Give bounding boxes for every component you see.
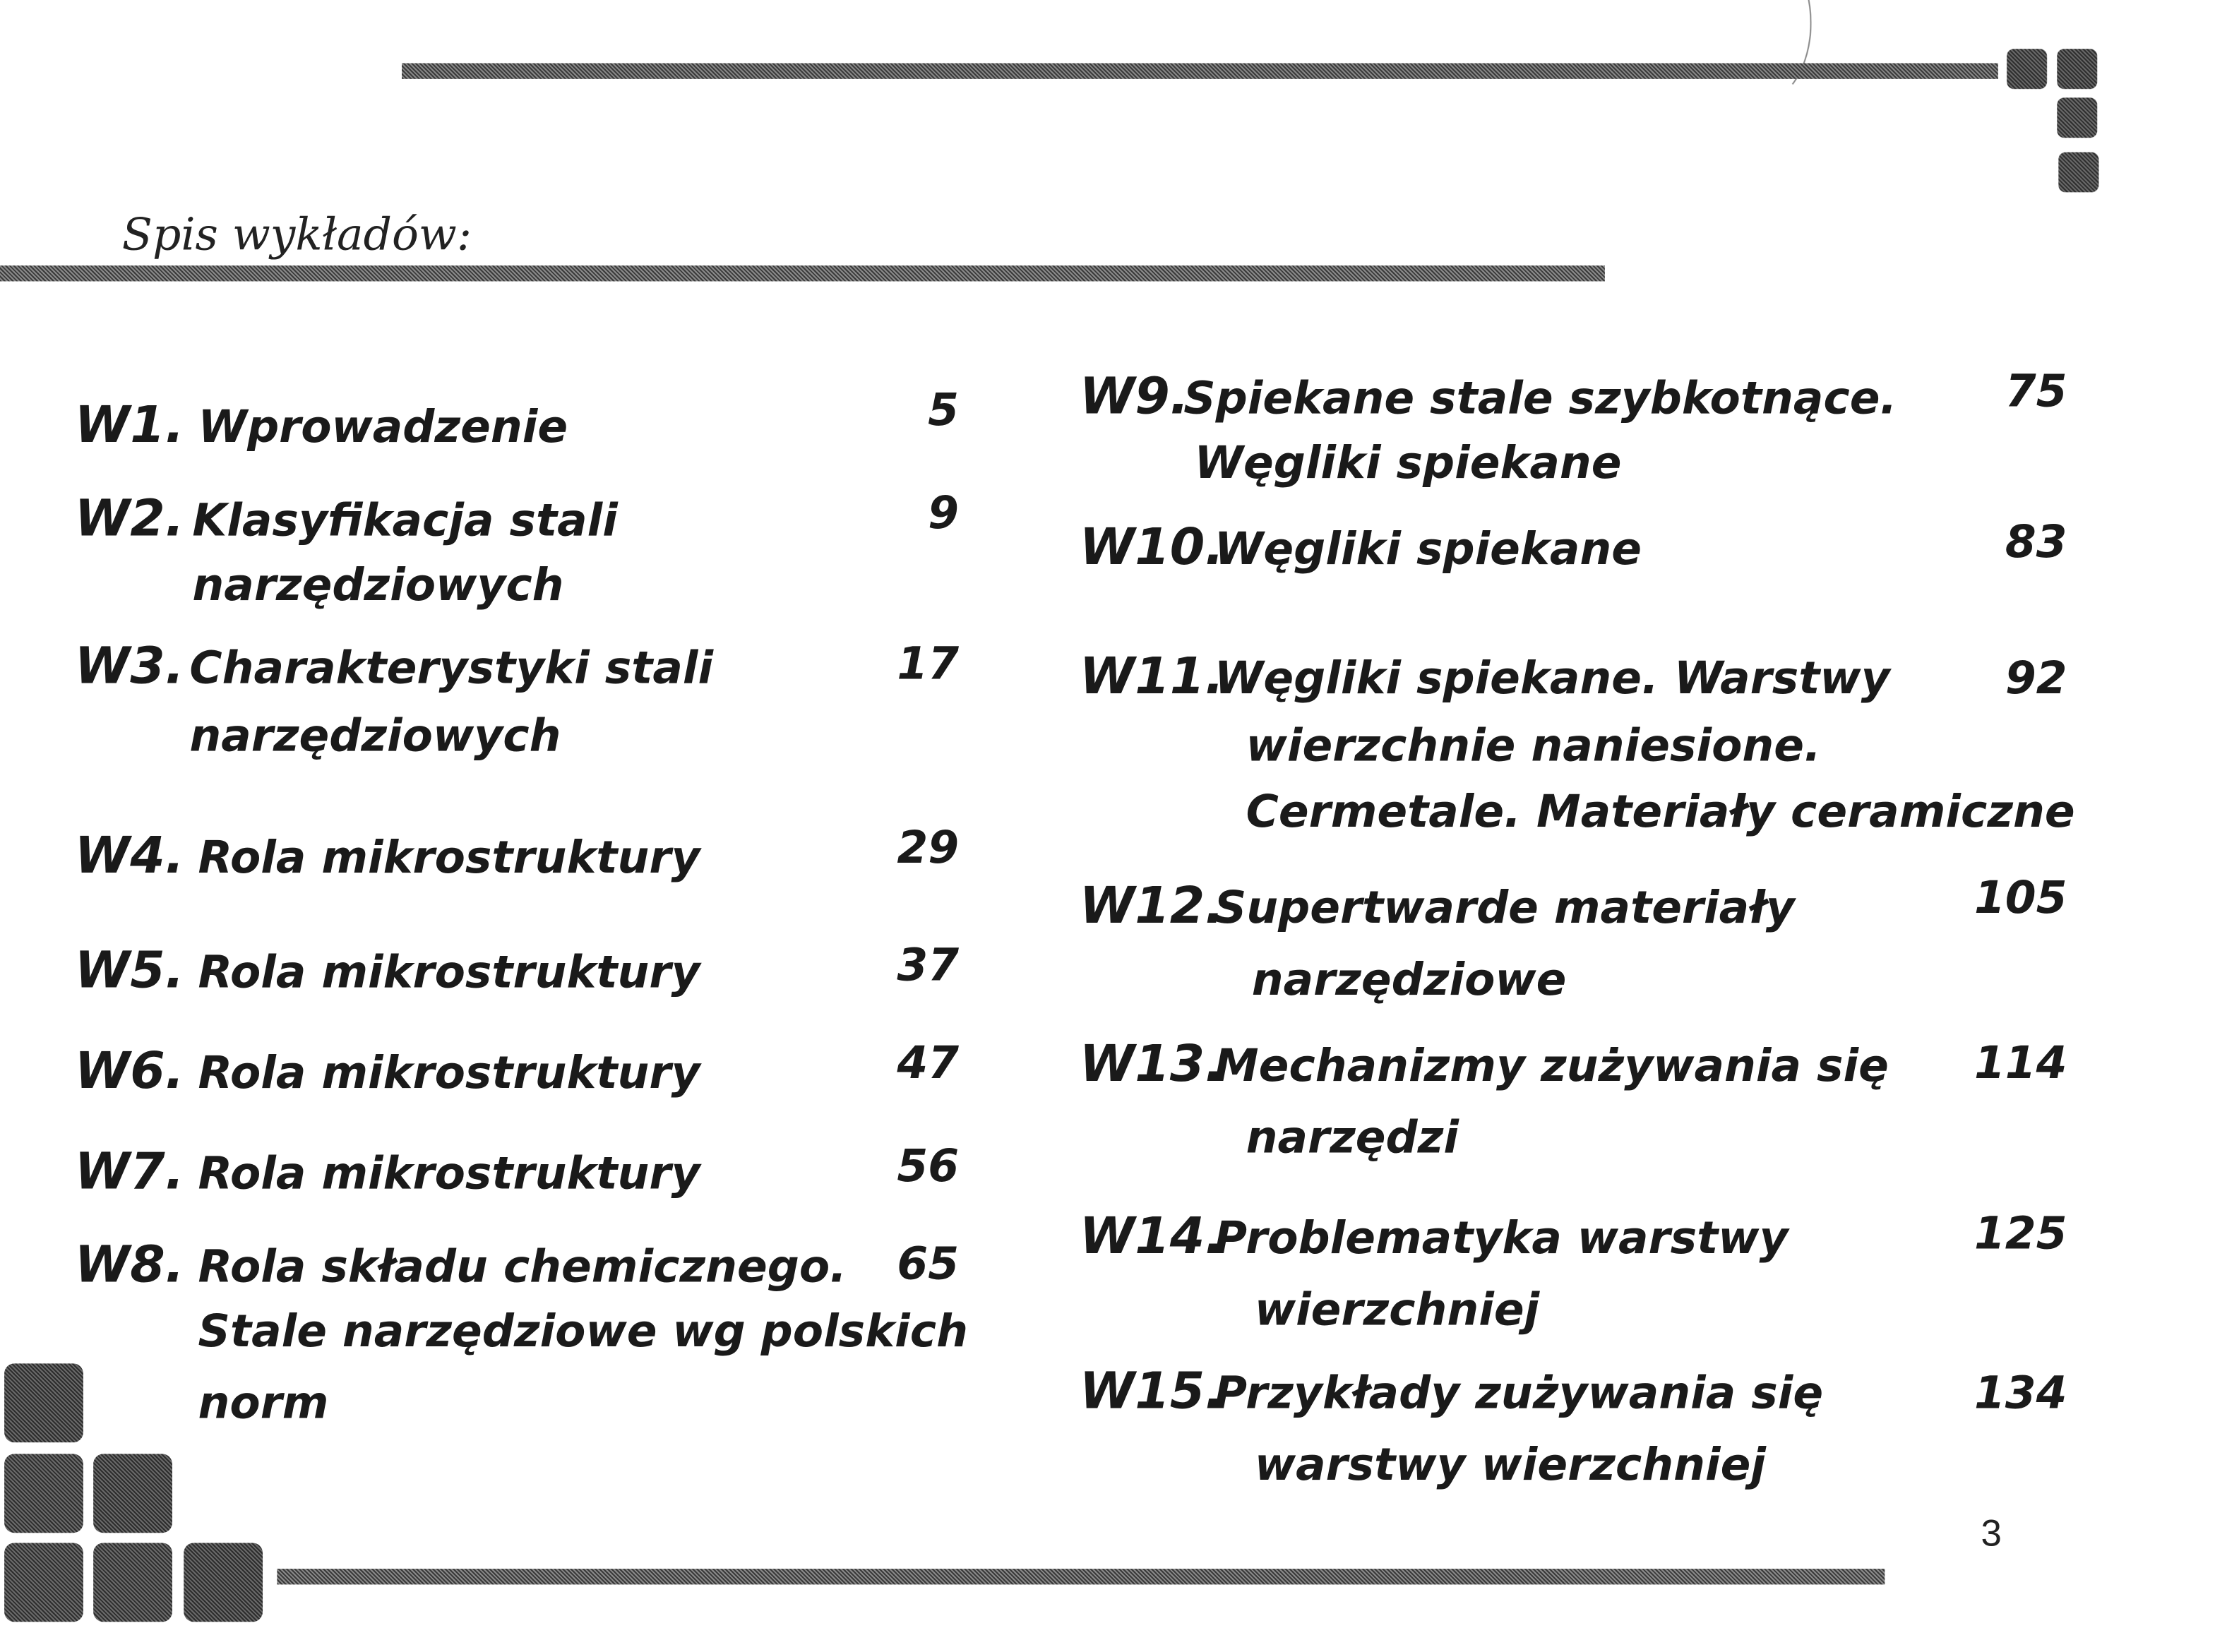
decorative-square <box>2007 49 2048 90</box>
lecture-title-line: Węgliki spiekane <box>1194 438 1622 490</box>
lecture-title-line: Cermetale. Materiały ceramiczne <box>1246 786 2075 839</box>
lecture-page-number: 29 <box>897 822 960 875</box>
lecture-code: W6. <box>74 1043 184 1101</box>
decorative-square <box>93 1454 172 1533</box>
lecture-title-line: Stale narzędziowe wg polskich <box>198 1306 968 1358</box>
lecture-code: W5. <box>74 942 184 1001</box>
lecture-code: W12. <box>1079 878 1224 936</box>
decorative-square <box>93 1543 172 1622</box>
top-rule <box>402 63 1998 79</box>
decorative-square <box>4 1363 83 1443</box>
lecture-title-line: Węgliki spiekane <box>1214 524 1642 576</box>
lecture-code: W2. <box>74 491 184 549</box>
lecture-page-number: 65 <box>897 1238 960 1291</box>
page-title: Spis wykładów: <box>121 209 472 262</box>
lecture-title-line: Węgliki spiekane. Warstwy <box>1214 653 1890 705</box>
lecture-title-line: warstwy wierzchniej <box>1254 1439 1766 1492</box>
lecture-title-line: Rola mikrostruktury <box>198 1148 700 1200</box>
lecture-title-line: narzędziowych <box>189 710 561 762</box>
lecture-page-number: 5 <box>928 384 960 437</box>
lecture-page-number: 134 <box>1974 1367 2067 1420</box>
lecture-title-line: wierzchniej <box>1254 1284 1540 1336</box>
lecture-code: W4. <box>74 828 184 886</box>
lecture-title-line: Wprowadzenie <box>198 402 568 454</box>
lecture-code: W15. <box>1079 1363 1224 1421</box>
lecture-title-line: Charakterystyki stali <box>189 642 714 695</box>
lecture-title-line: wierzchnie naniesione. <box>1246 720 1821 772</box>
lecture-code: W7. <box>74 1144 184 1202</box>
lecture-title-line: norm <box>198 1377 329 1430</box>
lecture-title-line: narzędziowe <box>1251 954 1567 1007</box>
lecture-page-number: 37 <box>897 940 960 992</box>
page-number: 3 <box>1981 1511 2002 1555</box>
lecture-code: W3. <box>74 638 184 697</box>
lecture-page-number: 105 <box>1974 873 2067 925</box>
lecture-code: W1. <box>74 397 184 455</box>
lecture-code: W8. <box>74 1237 184 1295</box>
decorative-square <box>2057 49 2098 90</box>
decorative-square <box>184 1543 263 1622</box>
lecture-title-line: Supertwarde materiały <box>1214 882 1795 935</box>
lecture-title-line: Problematyka warstwy <box>1214 1212 1789 1265</box>
lecture-page-number: 92 <box>2005 653 2067 705</box>
title-rule <box>0 265 1605 282</box>
lecture-code: W10. <box>1079 519 1224 577</box>
lecture-title-line: Rola składu chemicznego. <box>198 1241 847 1293</box>
lecture-title-line: Mechanizmy zużywania się <box>1214 1040 1889 1093</box>
lecture-code: W13. <box>1079 1036 1224 1094</box>
lecture-code: W14. <box>1079 1208 1224 1267</box>
lecture-page-number: 47 <box>897 1037 960 1090</box>
lecture-title-line: Spiekane stale szybkotnące. <box>1183 373 1897 425</box>
lecture-title-line: Rola mikrostruktury <box>198 1048 700 1100</box>
lecture-code: W9. <box>1079 369 1189 426</box>
lecture-page-number: 114 <box>1974 1037 2067 1090</box>
lecture-title-line: Rola mikrostruktury <box>198 947 700 999</box>
lecture-title-line: narzędziowych <box>192 559 564 612</box>
decorative-square <box>4 1543 83 1622</box>
lecture-title-line: Przykłady zużywania się <box>1214 1367 1824 1420</box>
lecture-code: W11. <box>1079 648 1224 707</box>
decorative-arc <box>1708 0 1812 104</box>
decorative-square <box>4 1454 83 1533</box>
decorative-square <box>2057 97 2098 138</box>
decorative-square <box>2058 152 2099 193</box>
lecture-title-line: narzędzi <box>1246 1112 1459 1164</box>
bottom-rule <box>277 1569 1885 1585</box>
lecture-title-line: Rola mikrostruktury <box>198 832 700 885</box>
lecture-title-line: Klasyfikacja stali <box>192 495 618 547</box>
lecture-page-number: 125 <box>1974 1208 2067 1260</box>
lecture-page-number: 56 <box>897 1141 960 1193</box>
lecture-page-number: 75 <box>2005 366 2067 418</box>
lecture-page-number: 17 <box>897 638 960 690</box>
lecture-page-number: 9 <box>928 488 960 540</box>
lecture-page-number: 83 <box>2005 516 2067 569</box>
